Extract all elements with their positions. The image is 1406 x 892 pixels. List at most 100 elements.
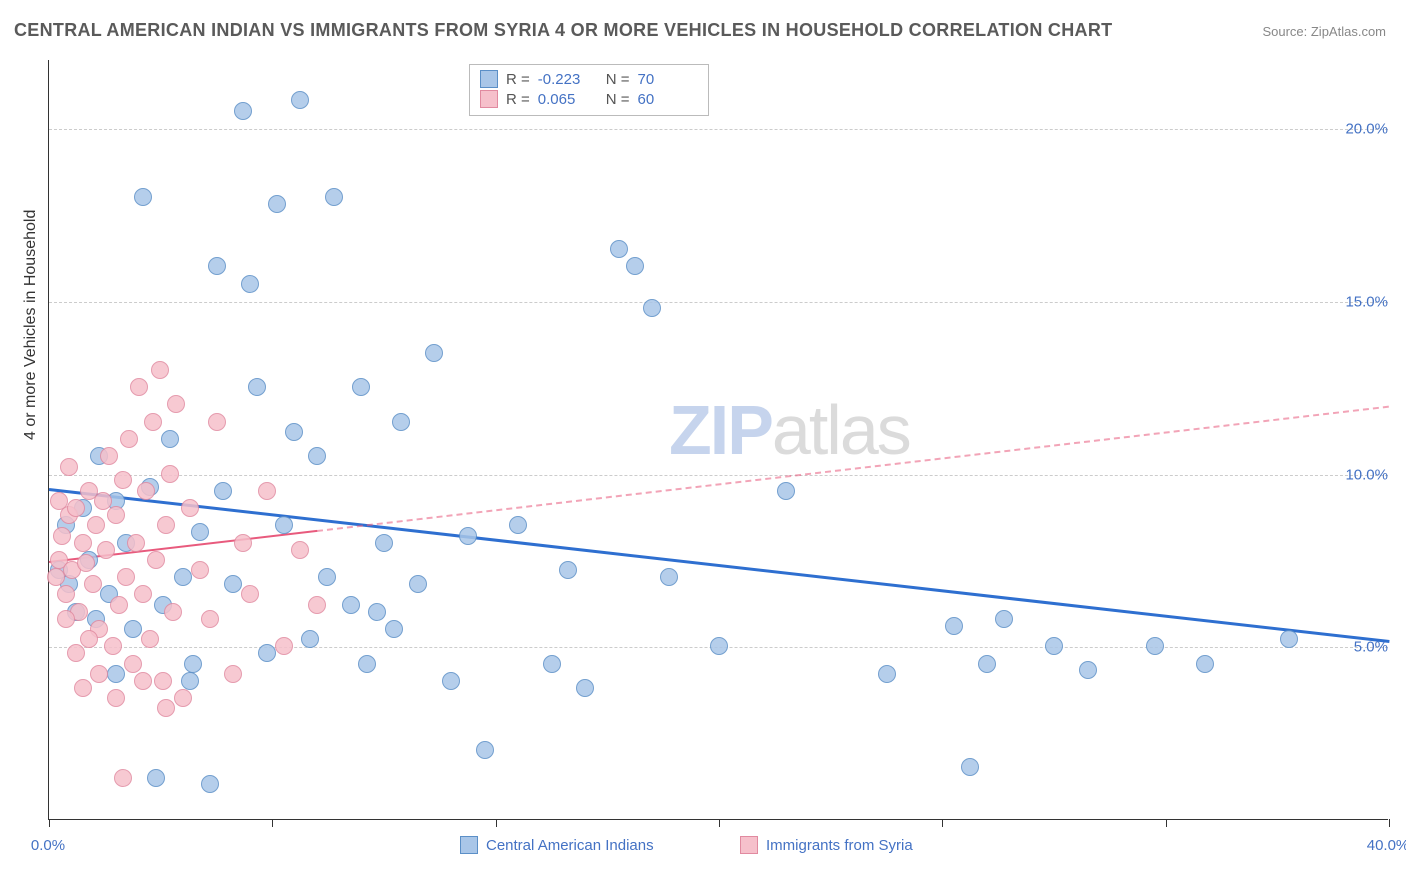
data-point-pink: [161, 465, 179, 483]
data-point-blue: [352, 378, 370, 396]
n-label: N =: [606, 71, 630, 88]
legend-item: Central American Indians: [460, 836, 654, 854]
data-point-pink: [114, 471, 132, 489]
data-point-pink: [50, 492, 68, 510]
data-point-blue: [459, 527, 477, 545]
watermark-atlas: atlas: [772, 391, 910, 469]
data-point-pink: [157, 699, 175, 717]
data-point-pink: [74, 534, 92, 552]
legend-swatch: [460, 836, 478, 854]
gridline: [49, 129, 1388, 130]
stats-row: R = 0.065 N = 60: [480, 89, 698, 109]
data-point-blue: [425, 344, 443, 362]
data-point-blue: [285, 423, 303, 441]
data-point-blue: [201, 775, 219, 793]
data-point-blue: [576, 679, 594, 697]
legend-swatch: [740, 836, 758, 854]
data-point-blue: [392, 413, 410, 431]
data-point-blue: [248, 378, 266, 396]
data-point-blue: [318, 568, 336, 586]
data-point-blue: [174, 568, 192, 586]
data-point-blue: [476, 741, 494, 759]
data-point-blue: [358, 655, 376, 673]
r-value: 0.065: [538, 91, 598, 108]
data-point-pink: [84, 575, 102, 593]
data-point-blue: [978, 655, 996, 673]
data-point-blue: [442, 672, 460, 690]
n-label: N =: [606, 91, 630, 108]
data-point-pink: [157, 516, 175, 534]
legend-label: Immigrants from Syria: [766, 837, 913, 854]
watermark-zip: ZIP: [669, 391, 772, 469]
gridline: [49, 302, 1388, 303]
r-label: R =: [506, 91, 530, 108]
data-point-blue: [124, 620, 142, 638]
data-point-pink: [124, 655, 142, 673]
data-point-blue: [626, 257, 644, 275]
data-point-pink: [275, 637, 293, 655]
data-point-pink: [241, 585, 259, 603]
data-point-blue: [945, 617, 963, 635]
data-point-blue: [543, 655, 561, 673]
data-point-blue: [375, 534, 393, 552]
n-value: 60: [638, 91, 698, 108]
data-point-blue: [147, 769, 165, 787]
data-point-pink: [107, 506, 125, 524]
y-tick-label: 20.0%: [1345, 121, 1388, 138]
x-tick-mark: [719, 819, 720, 827]
data-point-pink: [291, 541, 309, 559]
data-point-blue: [1146, 637, 1164, 655]
data-point-blue: [325, 188, 343, 206]
legend-item: Immigrants from Syria: [740, 836, 913, 854]
data-point-blue: [509, 516, 527, 534]
n-value: 70: [638, 71, 698, 88]
y-tick-label: 10.0%: [1345, 466, 1388, 483]
data-point-blue: [308, 447, 326, 465]
data-point-pink: [147, 551, 165, 569]
data-point-pink: [224, 665, 242, 683]
data-point-pink: [258, 482, 276, 500]
y-axis-label: 4 or more Vehicles in Household: [22, 210, 40, 440]
data-point-pink: [104, 637, 122, 655]
data-point-pink: [201, 610, 219, 628]
legend-swatch: [480, 90, 498, 108]
data-point-pink: [151, 361, 169, 379]
data-point-pink: [110, 596, 128, 614]
data-point-pink: [134, 672, 152, 690]
legend-swatch: [480, 70, 498, 88]
trend-line-blue: [49, 488, 1389, 643]
data-point-blue: [291, 91, 309, 109]
r-label: R =: [506, 71, 530, 88]
x-tick-label: 40.0%: [1367, 837, 1406, 854]
data-point-blue: [409, 575, 427, 593]
x-tick-label: 0.0%: [31, 837, 65, 854]
data-point-blue: [161, 430, 179, 448]
chart-title: CENTRAL AMERICAN INDIAN VS IMMIGRANTS FR…: [14, 20, 1112, 41]
data-point-blue: [208, 257, 226, 275]
y-tick-label: 5.0%: [1354, 639, 1388, 656]
trend-line-pink-dashed: [317, 405, 1389, 531]
data-point-blue: [559, 561, 577, 579]
watermark: ZIPatlas: [669, 390, 910, 470]
data-point-blue: [107, 665, 125, 683]
data-point-pink: [97, 541, 115, 559]
data-point-pink: [120, 430, 138, 448]
data-point-blue: [258, 644, 276, 662]
data-point-pink: [67, 644, 85, 662]
data-point-pink: [74, 679, 92, 697]
x-tick-mark: [49, 819, 50, 827]
data-point-blue: [660, 568, 678, 586]
data-point-pink: [137, 482, 155, 500]
correlation-stats-box: R =-0.223N =70R = 0.065N =60: [469, 64, 709, 116]
data-point-pink: [90, 665, 108, 683]
data-point-pink: [100, 447, 118, 465]
data-point-pink: [174, 689, 192, 707]
data-point-pink: [80, 630, 98, 648]
data-point-blue: [224, 575, 242, 593]
data-point-blue: [710, 637, 728, 655]
legend-label: Central American Indians: [486, 837, 654, 854]
data-point-pink: [53, 527, 71, 545]
data-point-blue: [777, 482, 795, 500]
data-point-pink: [127, 534, 145, 552]
data-point-pink: [60, 458, 78, 476]
